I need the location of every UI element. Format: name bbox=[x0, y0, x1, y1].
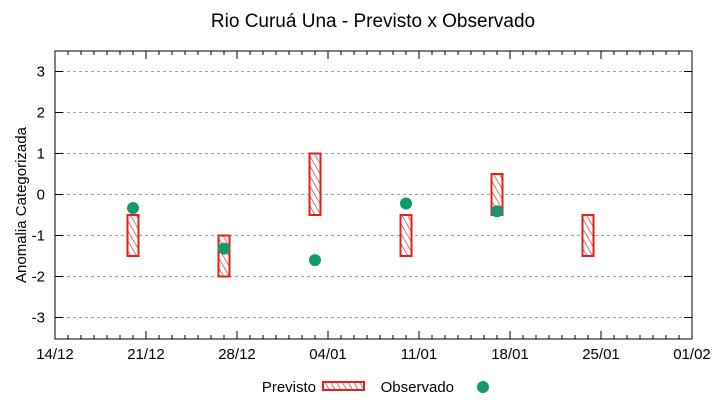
x-tick-label: 28/12 bbox=[218, 346, 256, 363]
x-tick-label: 14/12 bbox=[36, 346, 74, 363]
observado-marker bbox=[309, 254, 321, 267]
observado-marker bbox=[127, 202, 139, 215]
y-axis-ticks: 3 2 1 0 -1 -2 -3 bbox=[32, 64, 692, 327]
plot-border bbox=[54, 50, 693, 340]
y-tick-label: -2 bbox=[32, 269, 45, 286]
y-tick-label: -3 bbox=[32, 310, 45, 327]
y-axis-label: Anomalia Categorizada bbox=[13, 126, 30, 283]
legend-previsto-swatch bbox=[322, 381, 365, 391]
legend-observado-marker bbox=[477, 381, 489, 393]
previsto-box bbox=[217, 234, 231, 278]
chart-title: Rio Curuá Una - Previsto x Observado bbox=[211, 11, 535, 32]
observado-marker bbox=[218, 242, 230, 255]
y-tick-label: 2 bbox=[37, 105, 45, 122]
y-tick-label: 0 bbox=[37, 187, 45, 204]
previsto-box bbox=[581, 214, 595, 257]
x-tick-label: 01/02 bbox=[673, 346, 711, 363]
previsto-series bbox=[126, 152, 595, 278]
x-tick-label: 04/01 bbox=[309, 346, 347, 363]
observado-marker bbox=[491, 205, 503, 218]
x-tick-label: 25/01 bbox=[582, 346, 620, 363]
x-tick-label: 18/01 bbox=[491, 346, 529, 363]
legend-previsto-label: Previsto bbox=[262, 379, 316, 396]
legend: Previsto Observado bbox=[262, 379, 489, 396]
y-tick-label: 1 bbox=[37, 146, 45, 163]
observado-marker bbox=[400, 197, 412, 210]
previsto-box bbox=[399, 214, 413, 257]
x-tick-label: 11/01 bbox=[401, 346, 437, 363]
previsto-box bbox=[126, 214, 140, 257]
x-axis-ticks: 14/12 21/12 28/12 04/01 11/01 18/01 25/01 01/02 bbox=[36, 51, 711, 363]
gridlines bbox=[55, 71, 692, 318]
legend-observado-label: Observado bbox=[381, 379, 454, 396]
y-tick-label: -1 bbox=[32, 228, 45, 245]
previsto-box bbox=[308, 152, 322, 216]
observado-series bbox=[127, 197, 503, 267]
x-tick-label: 21/12 bbox=[127, 346, 165, 363]
y-tick-label: 3 bbox=[37, 64, 45, 81]
